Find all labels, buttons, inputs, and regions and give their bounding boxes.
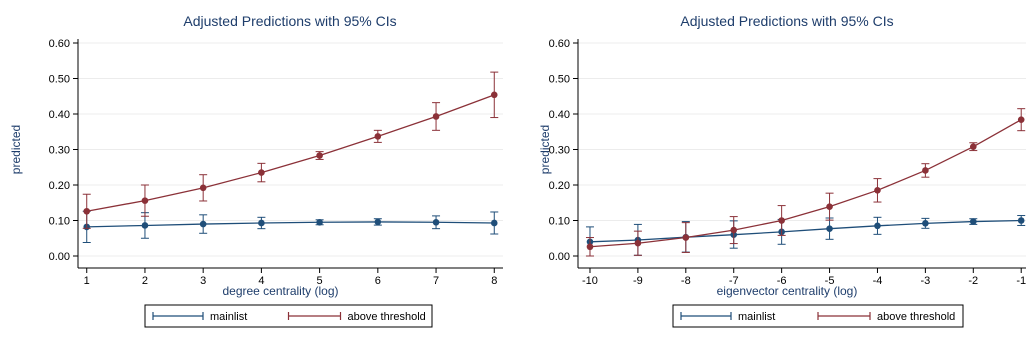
data-point	[874, 187, 881, 194]
chart-panel-degree-centrality: Adjusted Predictions with 95% CIs 0.00 0.1…	[9, 13, 503, 328]
data-point	[922, 220, 929, 227]
y-tick-label: 0.60	[49, 38, 70, 50]
x-tick-label: -2	[968, 275, 978, 287]
data-point	[490, 219, 498, 227]
y-tick-label: 0.20	[549, 180, 570, 192]
x-tick-label: 8	[491, 275, 497, 287]
x-tick-label: 2	[142, 275, 148, 287]
data-point	[316, 152, 323, 159]
data-point	[922, 167, 929, 174]
data-point	[374, 133, 382, 140]
series-above-threshold	[585, 108, 1026, 257]
y-tick-label: 0.20	[49, 180, 70, 192]
y-tick-label: 0.00	[549, 251, 570, 263]
x-axis-title: eigenvector centrality (log)	[717, 284, 858, 298]
x-tick-label: -1	[1016, 275, 1026, 287]
y-tick-label: 0.10	[549, 216, 570, 228]
x-tick-label: -6	[777, 275, 787, 287]
x-tick-label: 5	[317, 275, 323, 287]
y-tick-label: 0.60	[549, 38, 570, 50]
y-tick-label: 0.30	[549, 145, 570, 157]
data-point	[141, 197, 149, 204]
data-point	[141, 222, 149, 229]
series-line	[86, 94, 495, 212]
data-point	[826, 225, 833, 232]
data-point	[969, 143, 977, 150]
y-axis-title: predicted	[9, 125, 23, 174]
data-point	[199, 184, 207, 192]
data-point	[874, 222, 881, 230]
x-tick-label: -10	[582, 275, 598, 287]
data-point	[1017, 116, 1025, 123]
data-point	[1017, 217, 1025, 224]
y-tick-label: 0.50	[549, 74, 570, 86]
x-tick-label: 4	[258, 275, 264, 287]
series-above-threshold	[82, 71, 499, 229]
data-point	[586, 243, 594, 251]
x-tick-label: 3	[200, 275, 206, 287]
data-point	[682, 234, 690, 241]
chart-title: Adjusted Predictions with 95% CIs	[680, 13, 893, 29]
y-tick-label: 0.00	[49, 251, 70, 263]
legend-label: mainlist	[210, 311, 247, 323]
data-point	[826, 203, 833, 210]
x-tick-label: -7	[729, 275, 739, 287]
legend-label: mainlist	[738, 311, 775, 323]
data-point	[374, 218, 382, 226]
legend-label: above threshold	[348, 311, 426, 323]
y-tick-label: 0.50	[49, 74, 70, 86]
x-tick-label: -4	[873, 275, 883, 287]
data-point	[778, 217, 785, 224]
legend-label: above threshold	[877, 311, 955, 323]
series-mainlist	[82, 210, 499, 244]
x-tick-label: 1	[84, 275, 90, 287]
data-point	[258, 169, 265, 176]
chart-panel-eigenvector-centrality: Adjusted Predictions with 95% CIs 0.00 0.1…	[538, 13, 1026, 328]
chart-title: Adjusted Predictions with 95% CIs	[183, 13, 396, 29]
y-tick-label: 0.30	[49, 145, 70, 157]
x-tick-label: 6	[375, 275, 381, 287]
y-tick-label: 0.10	[49, 216, 70, 228]
series-mainlist	[585, 215, 1026, 257]
data-point	[730, 226, 738, 234]
y-axis-title: predicted	[538, 125, 552, 174]
legend: mainlist above threshold	[144, 304, 433, 328]
data-point	[83, 207, 91, 215]
data-point	[316, 218, 323, 226]
x-tick-label: 7	[433, 275, 439, 287]
data-point	[199, 220, 207, 228]
data-point	[432, 113, 440, 120]
data-point	[634, 239, 642, 247]
data-point	[969, 218, 977, 225]
series-line	[589, 219, 1022, 243]
x-tick-label: -3	[920, 275, 930, 287]
x-tick-label: -9	[633, 275, 643, 287]
legend: mainlist above threshold	[672, 304, 964, 328]
x-tick-label: -5	[825, 275, 835, 287]
data-point	[432, 218, 440, 226]
y-tick-label: 0.40	[549, 109, 570, 121]
data-point	[490, 91, 498, 99]
x-tick-label: -8	[681, 275, 691, 287]
series-line	[86, 221, 495, 228]
y-tick-label: 0.40	[49, 109, 70, 121]
x-axis-title: degree centrality (log)	[222, 284, 338, 298]
series-line	[589, 119, 1022, 248]
data-point	[258, 219, 265, 227]
